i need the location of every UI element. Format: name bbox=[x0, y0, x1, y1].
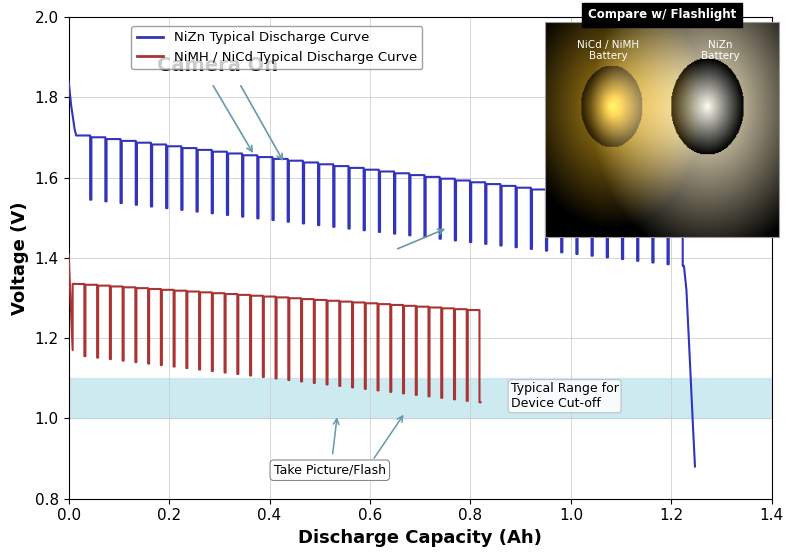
Y-axis label: Voltage (V): Voltage (V) bbox=[11, 201, 29, 315]
Legend: NiZn Typical Discharge Curve, NiMH / NiCd Typical Discharge Curve: NiZn Typical Discharge Curve, NiMH / NiC… bbox=[131, 26, 422, 69]
Text: Camera On: Camera On bbox=[157, 56, 277, 75]
Title: Compare w/ Flashlight: Compare w/ Flashlight bbox=[588, 8, 736, 21]
Text: NiCd / NiMH
Battery: NiCd / NiMH Battery bbox=[577, 40, 639, 61]
Text: Typical Range for
Device Cut-off: Typical Range for Device Cut-off bbox=[510, 382, 619, 410]
Bar bbox=[68, 378, 772, 418]
X-axis label: Discharge Capacity (Ah): Discharge Capacity (Ah) bbox=[298, 529, 542, 547]
Text: NiZn
Battery: NiZn Battery bbox=[701, 40, 740, 61]
Text: Take Picture/Flash: Take Picture/Flash bbox=[273, 464, 386, 477]
